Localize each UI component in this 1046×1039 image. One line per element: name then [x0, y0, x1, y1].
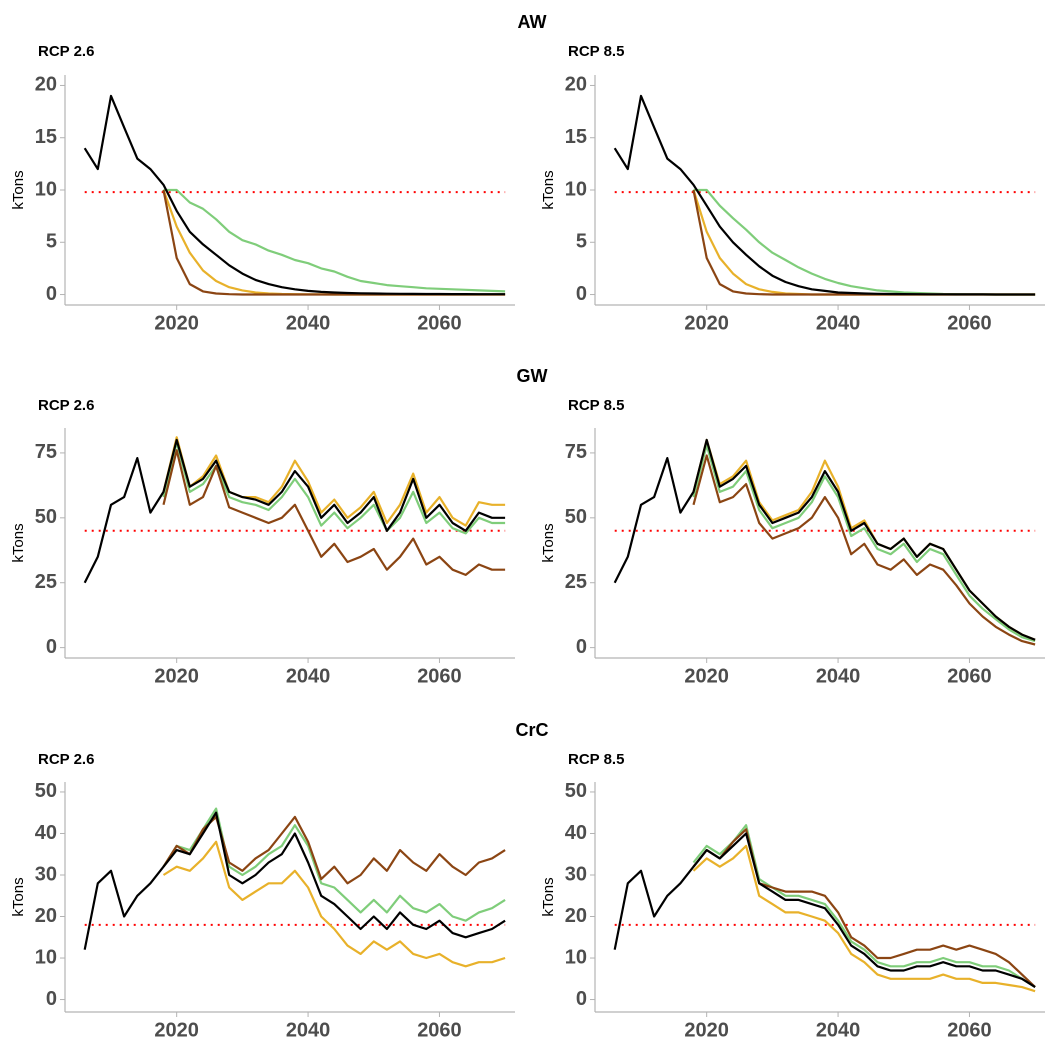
x-tick-label: 2020 — [684, 1019, 729, 1039]
series-line — [692, 444, 1036, 643]
x-tick-label: 2040 — [816, 1019, 861, 1039]
panel-subtitle: RCP 2.6 — [38, 43, 94, 60]
panel-subtitle: RCP 8.5 — [568, 751, 624, 768]
y-tick-label: 5 — [576, 231, 587, 253]
y-tick-label: 15 — [35, 126, 57, 148]
series-line — [162, 449, 506, 576]
series-line — [162, 436, 506, 527]
y-tick-label: 0 — [576, 636, 587, 658]
row-title: AW — [518, 12, 547, 32]
x-tick-label: 2040 — [816, 312, 861, 334]
row-title: CrC — [515, 720, 548, 740]
series-line — [692, 189, 1036, 296]
series-line — [692, 844, 1036, 993]
y-tick-label: 15 — [565, 126, 587, 148]
y-axis-label: kTons — [540, 523, 557, 562]
x-tick-label: 2020 — [154, 665, 199, 687]
y-tick-label: 50 — [35, 506, 57, 528]
series-line — [162, 807, 506, 922]
y-tick-label: 75 — [35, 441, 57, 463]
x-tick-label: 2060 — [947, 1019, 992, 1039]
y-tick-label: 25 — [565, 571, 587, 593]
x-tick-label: 2040 — [286, 312, 331, 334]
series-line — [83, 438, 506, 584]
y-tick-label: 0 — [46, 283, 57, 305]
series-line — [613, 94, 1036, 296]
y-tick-label: 20 — [35, 905, 57, 927]
y-tick-label: 40 — [565, 822, 587, 844]
x-tick-label: 2040 — [286, 665, 331, 687]
x-tick-label: 2020 — [684, 665, 729, 687]
y-tick-label: 0 — [46, 636, 57, 658]
x-tick-label: 2060 — [947, 665, 992, 687]
series-line — [162, 840, 506, 968]
y-tick-label: 0 — [576, 988, 587, 1010]
series-line — [613, 438, 1036, 641]
y-tick-label: 5 — [46, 231, 57, 253]
series-line — [613, 832, 1036, 989]
panel-subtitle: RCP 2.6 — [38, 751, 94, 768]
y-tick-label: 25 — [35, 571, 57, 593]
y-tick-label: 30 — [35, 863, 57, 885]
y-axis-label: kTons — [10, 523, 27, 562]
series-line — [692, 454, 1036, 646]
panel-subtitle: RCP 8.5 — [568, 397, 624, 414]
y-tick-label: 30 — [565, 863, 587, 885]
series-line — [162, 815, 506, 885]
series-line — [162, 189, 506, 296]
x-tick-label: 2040 — [286, 1019, 331, 1039]
series-line — [83, 94, 506, 296]
series-line — [693, 188, 1036, 296]
y-axis-label: kTons — [540, 877, 557, 916]
x-tick-label: 2040 — [816, 665, 861, 687]
y-axis-label: kTons — [10, 877, 27, 916]
y-tick-label: 20 — [565, 905, 587, 927]
y-tick-label: 10 — [565, 946, 587, 968]
x-tick-label: 2060 — [417, 1019, 462, 1039]
x-tick-label: 2020 — [154, 1019, 199, 1039]
y-tick-label: 20 — [565, 74, 587, 96]
y-tick-label: 10 — [35, 178, 57, 200]
panel-subtitle: RCP 2.6 — [38, 397, 94, 414]
y-tick-label: 20 — [35, 74, 57, 96]
x-tick-label: 2020 — [154, 312, 199, 334]
y-tick-label: 10 — [35, 946, 57, 968]
y-tick-label: 0 — [46, 988, 57, 1010]
panel-subtitle: RCP 8.5 — [568, 43, 624, 60]
x-tick-label: 2020 — [684, 312, 729, 334]
y-tick-label: 50 — [565, 506, 587, 528]
x-tick-label: 2060 — [417, 665, 462, 687]
y-tick-label: 10 — [565, 178, 587, 200]
y-tick-label: 40 — [35, 822, 57, 844]
series-line — [692, 189, 1036, 296]
y-tick-label: 50 — [565, 780, 587, 802]
y-axis-label: kTons — [10, 170, 27, 209]
y-tick-label: 0 — [576, 283, 587, 305]
x-tick-label: 2060 — [947, 312, 992, 334]
y-tick-label: 50 — [35, 780, 57, 802]
row-title: GW — [517, 366, 548, 386]
series-line — [163, 188, 506, 293]
y-axis-label: kTons — [540, 170, 557, 209]
y-tick-label: 75 — [565, 441, 587, 463]
x-tick-label: 2060 — [417, 312, 462, 334]
series-line — [83, 811, 506, 950]
